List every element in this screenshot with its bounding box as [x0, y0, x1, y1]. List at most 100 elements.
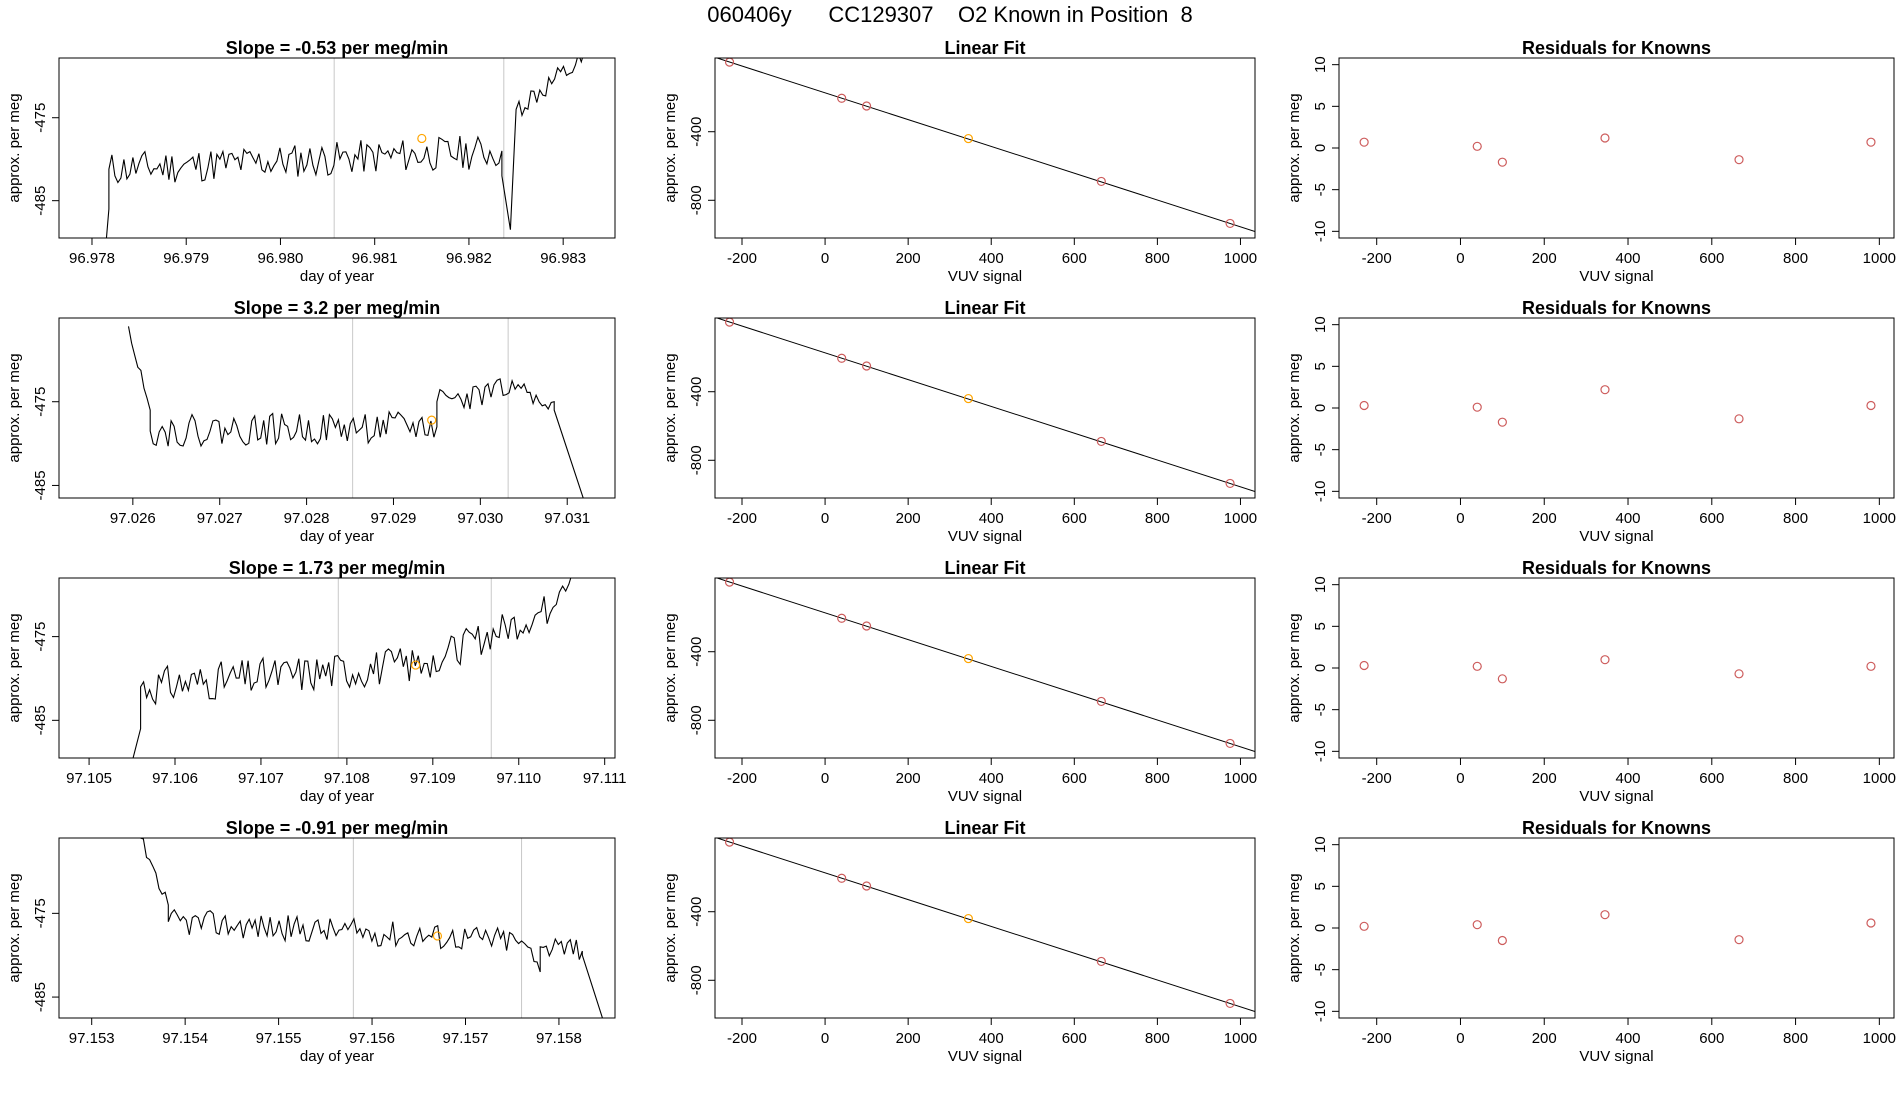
y-tick-label: 10: [1312, 56, 1329, 73]
x-tick-label: -200: [727, 510, 757, 527]
x-axis-label: VUV signal: [1579, 1048, 1653, 1065]
y-tick-label: -800: [688, 705, 705, 735]
plot-area: [105, 58, 583, 238]
x-tick-label: 0: [821, 510, 829, 527]
plot-frame: [58, 837, 616, 1019]
x-tick-label: 97.108: [324, 770, 370, 787]
y-axis-label: approx. per meg: [662, 613, 679, 722]
plot-frame: [1338, 837, 1895, 1019]
figure-title: 060406y CC129307 O2 Known in Position 8: [707, 2, 1193, 27]
highlight-point: [963, 133, 973, 144]
y-tick-label: 0: [1312, 144, 1329, 152]
plot-area: [1359, 910, 1876, 946]
highlight-point: [963, 913, 973, 924]
y-tick-label: -475: [32, 622, 49, 652]
x-tick-label: 600: [1062, 1030, 1087, 1047]
data-point: [862, 101, 872, 111]
plot-title: Linear Fit: [944, 38, 1025, 58]
data-point: [837, 353, 847, 363]
y-tick-label: -475: [32, 103, 49, 133]
x-axis-label: VUV signal: [1579, 788, 1653, 805]
y-tick-label: -800: [688, 445, 705, 475]
panel-2-2: Residuals for Knowns-200 0 200 400 600 800 100…: [1286, 558, 1896, 805]
data-point: [837, 93, 847, 103]
y-tick-label: 10: [1312, 316, 1329, 333]
panel-3-1: Linear Fit -200 0 200 400 600 800 1000 VUV signa…: [662, 818, 1257, 1065]
fit-line: [715, 838, 1255, 1012]
x-tick-label: 600: [1699, 250, 1724, 267]
x-axis-label: VUV signal: [948, 528, 1022, 545]
highlight-point: [417, 133, 427, 144]
x-tick-label: 800: [1783, 1030, 1808, 1047]
plot-title: Linear Fit: [944, 298, 1025, 318]
y-axis-label: approx. per meg: [662, 353, 679, 462]
data-point: [1866, 400, 1876, 411]
x-tick-label: 97.156: [349, 1030, 395, 1047]
x-tick-label: 97.110: [496, 770, 541, 787]
x-tick-label: 800: [1783, 250, 1808, 267]
data-point: [1472, 402, 1482, 412]
x-tick-label: 400: [979, 510, 1004, 527]
data-point: [1096, 176, 1106, 187]
plot-area: [715, 578, 1255, 752]
y-tick-label: -800: [688, 965, 705, 995]
x-tick-label: 600: [1062, 250, 1087, 267]
plot-title: Residuals for Knowns: [1522, 38, 1711, 58]
x-tick-label: 97.029: [371, 510, 417, 527]
y-tick-label: -400: [688, 897, 705, 927]
x-tick-label: 400: [1616, 510, 1641, 527]
panel-0-2: Residuals for Knowns-200 0 200 400 600 800 100…: [1286, 38, 1896, 285]
highlight-point: [427, 415, 437, 425]
x-tick-label: 600: [1062, 510, 1087, 527]
x-tick-label: 0: [1456, 770, 1464, 787]
x-tick-label: 0: [821, 250, 829, 267]
y-tick-label: -10: [1312, 740, 1329, 762]
x-tick-label: 200: [1532, 1030, 1557, 1047]
x-tick-label: 1000: [1224, 510, 1257, 527]
x-tick-label: 400: [1616, 770, 1641, 787]
y-tick-label: -10: [1312, 1000, 1329, 1022]
x-axis-label: day of year: [300, 268, 374, 285]
x-tick-label: 97.111: [583, 770, 627, 787]
x-tick-label: 96.981: [352, 250, 398, 267]
x-tick-label: 97.157: [443, 1030, 489, 1047]
x-tick-label: 1000: [1224, 770, 1257, 787]
data-point: [1734, 414, 1744, 424]
data-point: [1600, 910, 1610, 920]
y-tick-label: 5: [1312, 882, 1329, 890]
x-tick-label: 600: [1699, 770, 1724, 787]
y-tick-label: 5: [1312, 362, 1329, 370]
x-tick-label: 200: [1532, 770, 1557, 787]
plot-area: [132, 578, 572, 758]
data-point: [1600, 133, 1610, 143]
x-tick-label: 200: [896, 250, 921, 267]
y-tick-label: -5: [1312, 443, 1329, 456]
y-tick-label: 5: [1312, 622, 1329, 630]
x-tick-label: 97.027: [197, 510, 243, 527]
y-tick-label: -10: [1312, 480, 1329, 502]
plot-title: Slope = 3.2 per meg/min: [234, 298, 441, 318]
data-point: [1359, 921, 1369, 931]
y-tick-label: -485: [32, 705, 49, 735]
highlight-point: [963, 393, 973, 404]
data-point: [1225, 998, 1235, 1009]
fit-line: [715, 58, 1255, 232]
x-tick-label: 97.106: [152, 770, 198, 787]
y-tick-label: -475: [32, 387, 49, 417]
plot-frame: [714, 317, 1256, 499]
plot-frame: [714, 837, 1256, 1019]
x-tick-label: 600: [1699, 1030, 1724, 1047]
plot-area: [140, 838, 604, 1018]
x-tick-label: 0: [821, 770, 829, 787]
x-tick-label: 97.031: [544, 510, 590, 527]
y-axis-label: approx. per meg: [6, 353, 23, 462]
highlight-point: [411, 660, 421, 670]
x-axis-label: VUV signal: [1579, 528, 1653, 545]
plot-area: [715, 318, 1255, 492]
x-tick-label: -200: [727, 250, 757, 267]
y-tick-label: -475: [32, 898, 49, 928]
panel-0-0: Slope = -0.53 per meg/min 96.978 96.979 96.…: [6, 38, 616, 285]
x-tick-label: -200: [727, 1030, 757, 1047]
x-axis-label: VUV signal: [1579, 268, 1653, 285]
